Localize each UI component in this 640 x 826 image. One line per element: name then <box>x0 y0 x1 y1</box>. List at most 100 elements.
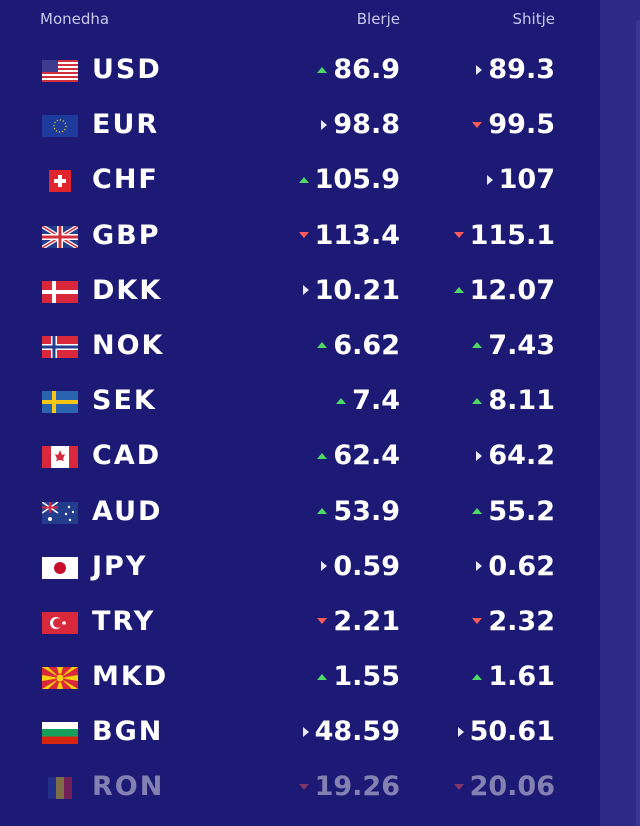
au-flag-icon <box>42 501 78 524</box>
buy-amount: 105.9 <box>314 164 400 196</box>
header-currency: Monedha <box>40 10 110 28</box>
sell-value: 12.07 <box>453 274 555 306</box>
sell-value: 99.5 <box>472 109 555 140</box>
trend-up-icon <box>336 397 347 404</box>
trend-same-icon <box>321 119 328 130</box>
rate-row-sek: SEK 7.4 8.11 <box>0 375 600 430</box>
trend-down-icon <box>298 783 309 790</box>
sell-amount: 89.3 <box>488 54 555 85</box>
buy-amount: 98.8 <box>333 109 400 141</box>
currency-code: MKD <box>92 661 169 693</box>
se-flag-icon <box>42 391 78 414</box>
currency-code: GBP <box>92 219 161 251</box>
header-sell: Shitje <box>512 10 555 28</box>
sell-value: 107 <box>486 164 555 195</box>
currency-code: RON <box>92 771 165 803</box>
sell-value: 64.2 <box>476 440 555 471</box>
sell-value: 89.3 <box>476 54 555 85</box>
trend-same-icon <box>486 174 493 185</box>
header-buy: Blerje <box>356 10 400 28</box>
sell-value: 8.11 <box>472 385 555 416</box>
mk-flag-icon <box>42 667 78 690</box>
buy-value: 7.4 <box>336 385 400 416</box>
dk-flag-icon <box>42 280 78 303</box>
eu-flag-icon <box>42 115 78 138</box>
buy-amount: 10.21 <box>314 274 400 306</box>
buy-value: 86.9 <box>317 54 400 85</box>
trend-down-icon <box>472 121 483 128</box>
buy-amount: 0.59 <box>333 550 400 582</box>
sell-amount: 20.06 <box>469 771 555 803</box>
trend-same-icon <box>302 726 309 737</box>
ca-flag-icon <box>42 446 78 469</box>
trend-up-icon <box>472 673 483 680</box>
jp-flag-icon <box>42 556 78 579</box>
rate-row-aud: AUD 53.9 55.2 <box>0 486 600 541</box>
trend-up-icon <box>472 342 483 349</box>
currency-code: TRY <box>92 605 156 637</box>
sell-amount: 12.07 <box>469 274 555 306</box>
ch-flag-icon <box>42 170 78 193</box>
sell-amount: 2.32 <box>488 605 555 637</box>
buy-value: 1.55 <box>317 661 400 692</box>
sell-value: 50.61 <box>457 716 555 747</box>
buy-amount: 62.4 <box>333 440 400 472</box>
trend-up-icon <box>317 508 328 514</box>
buy-amount: 86.9 <box>333 54 400 85</box>
table-header: Monedha Blerje Shitje <box>0 10 600 32</box>
sell-amount: 55.2 <box>488 495 555 527</box>
rate-row-try: TRY 2.21 2.32 <box>0 596 600 651</box>
buy-amount: 19.26 <box>314 771 400 803</box>
buy-amount: 7.4 <box>352 385 400 417</box>
rates-list: USD 86.9 89.3 EUR 98.8 99.5 CHF 105.9 107 GBP 113.… <box>0 44 600 817</box>
rate-row-dkk: DKK 10.21 12.07 <box>0 265 600 320</box>
buy-value: 19.26 <box>298 771 400 803</box>
buy-value: 98.8 <box>321 109 400 140</box>
sell-value: 1.61 <box>472 661 555 692</box>
buy-value: 53.9 <box>317 496 400 527</box>
sell-amount: 7.43 <box>488 329 555 361</box>
rate-row-nok: NOK 6.62 7.43 <box>0 320 600 375</box>
trend-up-icon <box>317 673 328 680</box>
no-flag-icon <box>42 335 78 358</box>
buy-amount: 48.59 <box>314 716 400 748</box>
sell-value: 115.1 <box>453 219 555 251</box>
trend-up-icon <box>298 176 309 183</box>
trend-up-icon <box>453 287 464 294</box>
scrollbar-track[interactable] <box>600 0 640 826</box>
trend-up-icon <box>317 342 328 349</box>
trend-same-icon <box>476 450 483 461</box>
rate-row-ron: RON 19.26 20.06 <box>0 761 600 816</box>
trend-down-icon <box>298 232 309 239</box>
currency-code: SEK <box>92 385 157 417</box>
buy-value: 0.59 <box>321 551 400 582</box>
trend-down-icon <box>453 232 464 239</box>
rate-row-chf: CHF 105.9 107 <box>0 154 600 209</box>
buy-value: 48.59 <box>302 716 400 748</box>
currency-code: NOK <box>92 329 165 361</box>
currency-code: CAD <box>92 440 162 472</box>
sell-value: 20.06 <box>453 771 555 803</box>
sell-amount: 99.5 <box>488 109 555 141</box>
tr-flag-icon <box>42 611 78 634</box>
scrollbar-thumb[interactable] <box>636 20 640 826</box>
currency-code: EUR <box>92 109 160 141</box>
gb-flag-icon <box>42 225 78 248</box>
trend-down-icon <box>317 618 328 625</box>
bg-flag-icon <box>42 722 78 745</box>
trend-same-icon <box>457 726 464 737</box>
currency-code: DKK <box>92 274 163 306</box>
buy-value: 62.4 <box>317 440 400 471</box>
sell-value: 2.32 <box>472 606 555 637</box>
sell-amount: 115.1 <box>469 219 555 251</box>
trend-same-icon <box>321 561 328 572</box>
buy-amount: 6.62 <box>333 329 400 361</box>
rate-row-gbp: GBP 113.4 115.1 <box>0 210 600 265</box>
rate-row-jpy: JPY 0.59 0.62 <box>0 541 600 596</box>
trend-down-icon <box>453 783 464 790</box>
trend-down-icon <box>472 618 483 625</box>
sell-amount: 64.2 <box>488 440 555 472</box>
rate-row-mkd: MKD 1.55 1.61 <box>0 651 600 706</box>
us-flag-icon <box>42 60 78 82</box>
trend-same-icon <box>476 64 483 75</box>
